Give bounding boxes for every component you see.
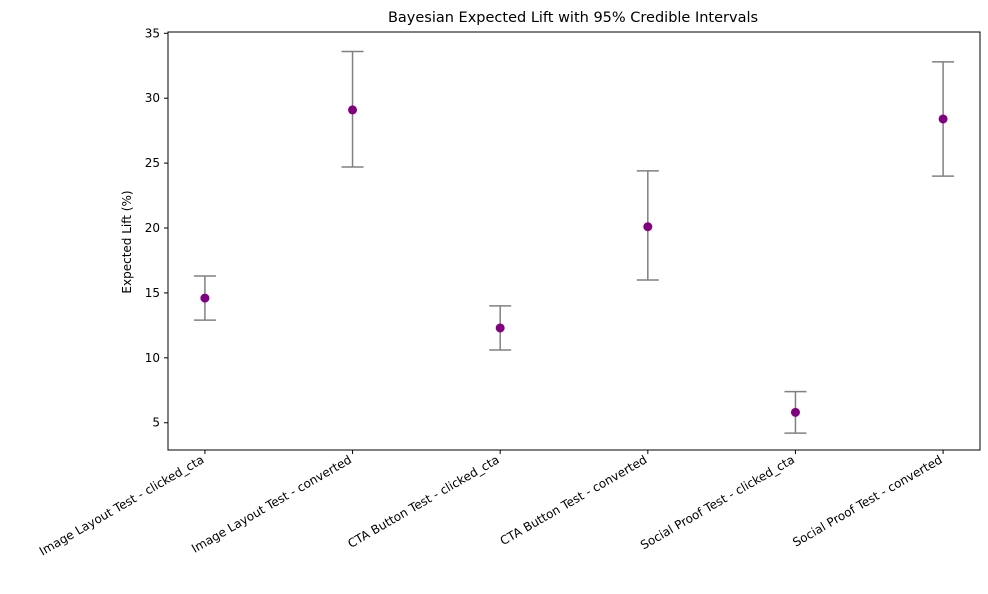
y-tick-label: 15	[145, 286, 160, 300]
x-tick-label: Social Proof Test - clicked_cta	[638, 452, 797, 552]
plot-frame	[167, 31, 981, 451]
data-point	[200, 293, 210, 303]
y-tick-label: 10	[145, 351, 160, 365]
x-tick-label: Social Proof Test - converted	[790, 452, 944, 549]
plot-area: 5 10 15 20 25 30 35 Image Layout Test - clicked…	[37, 26, 981, 558]
data-point	[938, 114, 948, 124]
y-tick-label: 20	[145, 221, 160, 235]
x-tick-label: Image Layout Test - clicked_cta	[37, 452, 207, 558]
data-point	[790, 407, 800, 417]
data-point	[643, 222, 653, 232]
y-tick-label: 5	[152, 416, 160, 430]
x-tick-label: CTA Button Test - converted	[498, 452, 650, 548]
data-point	[495, 323, 505, 333]
y-tick-label: 25	[145, 156, 160, 170]
chart-title: Bayesian Expected Lift with 95% Credible…	[388, 10, 758, 26]
data-point	[348, 105, 358, 115]
y-tick-label: 30	[145, 91, 160, 105]
x-tick-label: CTA Button Test - clicked_cta	[345, 452, 501, 550]
y-axis-label: Expected Lift (%)	[120, 190, 134, 293]
x-tick-label: Image Layout Test - converted	[189, 452, 354, 555]
y-tick-label: 35	[145, 26, 160, 40]
